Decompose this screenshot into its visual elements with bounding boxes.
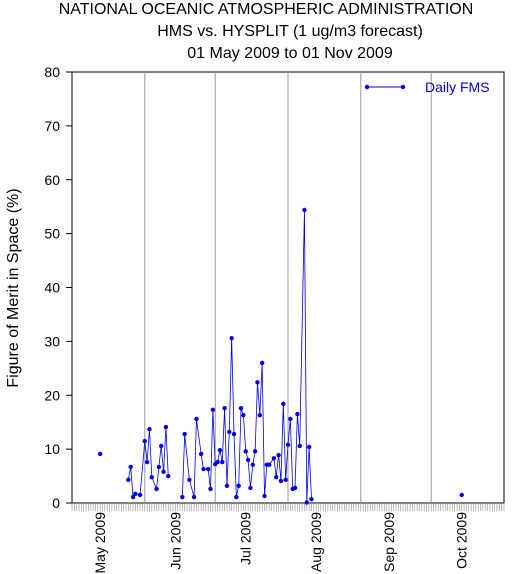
data-point	[285, 442, 291, 448]
data-point	[159, 443, 164, 449]
y-tick-label: 30	[44, 333, 60, 349]
data-point	[267, 462, 272, 467]
y-tick-label: 20	[44, 387, 60, 403]
data-point	[304, 500, 309, 505]
data-point	[306, 444, 312, 450]
data-point	[257, 412, 263, 418]
y-axis-label: Figure of Merit in Space (%)	[5, 188, 22, 387]
data-point	[295, 411, 300, 417]
data-point	[166, 473, 171, 479]
x-tick-label: Oct 2009	[454, 512, 470, 569]
data-point	[276, 452, 281, 458]
data-point	[283, 477, 288, 483]
data-point	[142, 438, 147, 444]
x-tick-label: Jun 2009	[167, 512, 183, 570]
data-point	[229, 335, 234, 341]
y-tick-label: 10	[44, 441, 60, 457]
data-point	[156, 464, 162, 470]
series-line	[128, 210, 461, 503]
data-point	[222, 405, 227, 411]
data-point	[161, 469, 166, 474]
data-point	[144, 459, 150, 465]
data-point	[130, 494, 136, 500]
data-point	[198, 451, 204, 457]
data-point	[128, 464, 133, 470]
x-tick-label: Sep 2009	[381, 512, 397, 572]
data-point	[252, 449, 258, 454]
data-point	[262, 493, 267, 499]
data-point	[163, 424, 169, 430]
data-point	[201, 466, 206, 472]
data-point	[309, 497, 314, 502]
data-point	[137, 492, 143, 498]
data-point	[191, 494, 197, 500]
data-point	[288, 416, 293, 422]
data-point	[126, 477, 131, 483]
data-point	[292, 485, 298, 491]
data-point	[297, 443, 302, 449]
data-point	[271, 456, 277, 461]
data-point	[210, 407, 216, 412]
data-point	[227, 429, 232, 435]
data-point	[149, 474, 155, 480]
data-point	[241, 412, 246, 418]
data-point	[255, 380, 260, 385]
y-tick-label: 60	[44, 172, 60, 188]
data-point	[147, 426, 152, 432]
data-point	[205, 466, 211, 472]
data-point	[154, 486, 159, 492]
data-point	[220, 459, 225, 465]
data-point	[194, 416, 199, 422]
legend-marker	[400, 84, 406, 90]
chart-subtitle: 01 May 2009 to 01 Nov 2009	[187, 45, 393, 62]
data-point	[215, 459, 220, 465]
data-point	[180, 494, 185, 500]
data-point	[234, 494, 239, 500]
legend-label: Daily FMS	[425, 79, 490, 95]
data-point	[224, 483, 230, 488]
x-tick-label: May 2009	[92, 512, 108, 574]
data-point	[278, 478, 284, 484]
data-point	[250, 462, 255, 467]
x-tick-label: Aug 2009	[308, 512, 324, 572]
data-point	[245, 457, 251, 463]
data-point	[182, 431, 187, 437]
data-point	[248, 485, 253, 491]
data-point	[97, 451, 103, 457]
data-point	[238, 405, 244, 411]
data-point	[236, 483, 241, 488]
data-point	[217, 448, 223, 453]
data-point	[259, 360, 265, 366]
y-tick-label: 0	[52, 495, 60, 511]
chart-subtitle: HMS vs. HYSPLIT (1 ug/m3 forecast)	[157, 23, 423, 40]
data-point	[302, 207, 307, 213]
y-tick-label: 50	[44, 226, 60, 242]
data-point	[208, 486, 213, 492]
data-point	[243, 449, 248, 454]
data-point	[231, 431, 237, 437]
legend-marker	[364, 84, 370, 90]
data-point	[187, 477, 192, 483]
data-point	[274, 474, 279, 480]
x-tick-label: Jul 2009	[238, 512, 254, 565]
y-tick-label: 70	[44, 118, 60, 134]
y-tick-label: 40	[44, 280, 60, 296]
data-point	[281, 401, 286, 407]
chart-title: NATIONAL OCEANIC ATMOSPHERIC ADMINISTRAT…	[59, 1, 474, 18]
data-point	[459, 492, 464, 498]
y-tick-label: 80	[44, 64, 60, 80]
data-point	[133, 491, 138, 497]
